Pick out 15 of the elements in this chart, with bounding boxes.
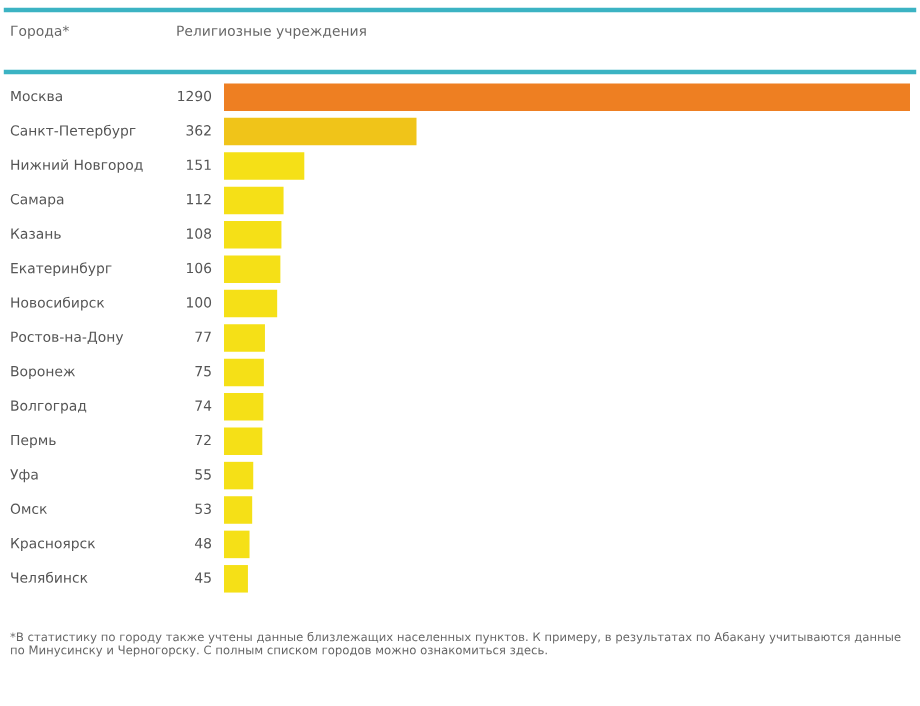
- bar: [224, 496, 253, 524]
- bar: [224, 358, 264, 387]
- bar: [224, 221, 282, 249]
- bar: [224, 565, 248, 593]
- bar: [224, 324, 265, 352]
- bar: [224, 393, 264, 421]
- bar: [224, 255, 281, 283]
- bar: [224, 152, 305, 180]
- bar: [224, 117, 417, 146]
- bar: [224, 186, 284, 215]
- bar: [224, 461, 254, 490]
- bar: [224, 427, 263, 455]
- bar: [224, 83, 910, 111]
- bar: [224, 530, 250, 559]
- bar: [224, 289, 278, 318]
